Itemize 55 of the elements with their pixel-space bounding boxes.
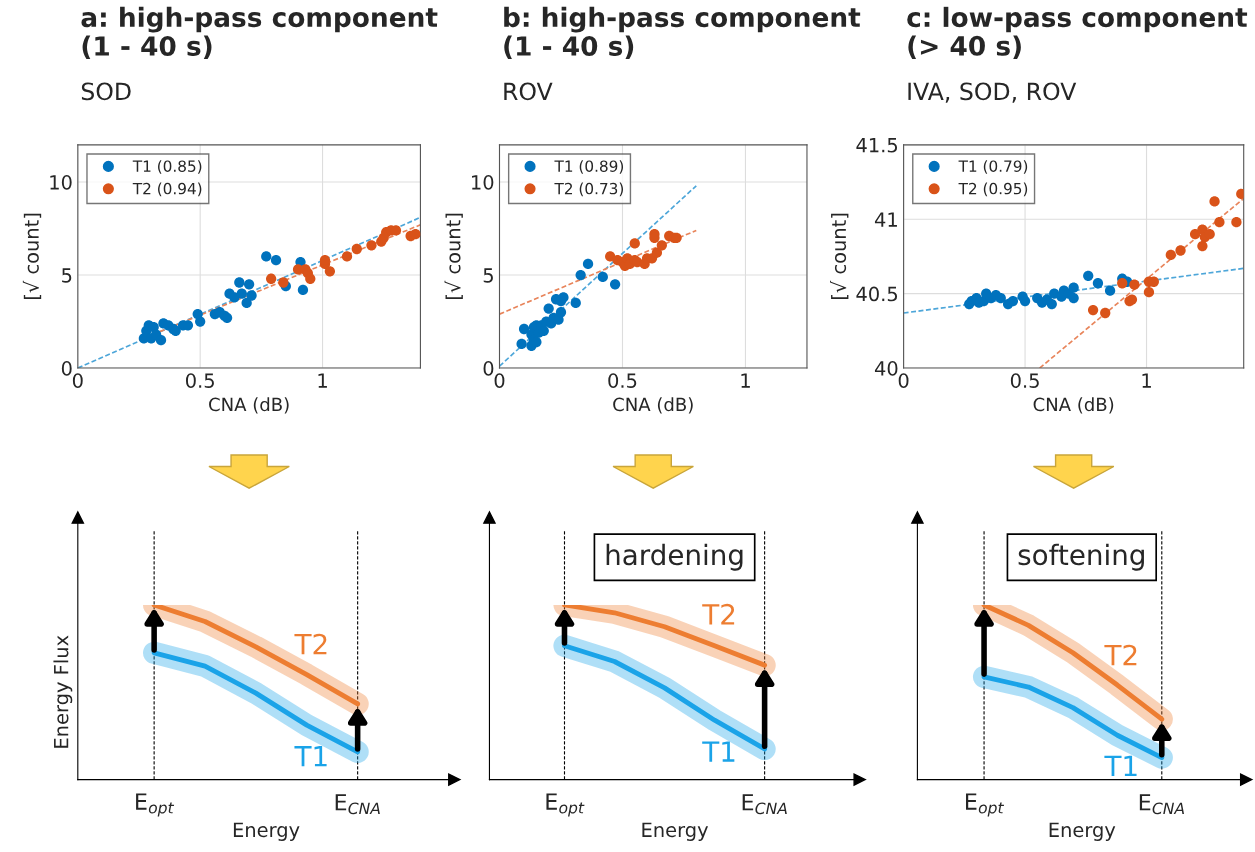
text: hardening: [606, 543, 743, 571]
x-tick-label: 0: [898, 373, 909, 388]
x-tick-label: E$_{CNA}$: [335, 794, 380, 815]
x-tick-label: E$_{opt}$: [966, 793, 1005, 817]
text: softening: [1018, 543, 1144, 571]
legend-label: T1 (0.85): [132, 160, 202, 174]
y-axis-title: [√ count]: [444, 213, 463, 300]
legend-label: T1 (0.79): [958, 160, 1028, 174]
y-tick-label: 5: [62, 268, 72, 283]
series-label: T1: [294, 746, 327, 767]
x-axis-title: Energy: [1049, 822, 1116, 841]
series-label: T1: [702, 741, 735, 762]
x-tick-label: 0.5: [1010, 373, 1039, 388]
x-tick-label: 1: [741, 373, 750, 388]
legend-label: T2 (0.94): [132, 182, 202, 197]
y-tick-label: 10: [472, 175, 494, 190]
y-tick-label: 41: [874, 212, 897, 227]
x-axis-title: CNA (dB): [209, 397, 289, 414]
x-tick-label: E$_{CNA}$: [1139, 794, 1184, 815]
y-tick-label: 5: [483, 268, 493, 283]
y-axis-title: Energy Flux: [53, 635, 73, 748]
x-axis-title: Energy: [233, 822, 300, 841]
x-tick-label: 0: [72, 373, 83, 388]
chart-title: a: high-pass component (1 - 40 s): [81, 6, 438, 60]
y-tick-label: 0: [61, 361, 72, 376]
chart-subtitle: IVA, SOD, ROV: [908, 82, 1077, 103]
x-tick-label: 0.5: [185, 373, 214, 388]
x-tick-label: 1: [1142, 373, 1151, 388]
y-tick-label: 40.5: [856, 286, 898, 302]
chart-title: c: low-pass component (> 40 s): [907, 6, 1248, 59]
legend-label: T2 (0.73): [554, 182, 624, 197]
chart-subtitle: ROV: [504, 82, 553, 101]
x-tick-label: 0.5: [608, 373, 637, 388]
chart-title: b: high-pass component (1 - 40 s): [504, 6, 861, 60]
y-axis-title: [√ count]: [22, 213, 42, 300]
x-tick-label: 0: [494, 373, 505, 388]
chart-subtitle: SOD: [81, 82, 131, 101]
x-axis-title: CNA (dB): [1033, 397, 1114, 414]
x-tick-label: E$_{opt}$: [136, 793, 175, 817]
y-tick-label: 40: [874, 361, 898, 376]
y-tick-label: 41.5: [856, 138, 898, 153]
x-tick-label: E$_{CNA}$: [742, 794, 787, 815]
series-label: T2: [1104, 644, 1137, 666]
series-label: T1: [1104, 755, 1137, 777]
legend-label: T2 (0.95): [958, 182, 1028, 197]
legend-label: T1 (0.89): [554, 160, 624, 174]
x-tick-label: E$_{opt}$: [546, 793, 585, 817]
y-axis-title: [√ count]: [830, 213, 849, 300]
y-tick-label: 10: [50, 175, 72, 190]
series-label: T2: [702, 603, 735, 625]
y-tick-label: 0: [483, 361, 494, 376]
x-axis-title: Energy: [642, 822, 709, 841]
series-label: T2: [294, 633, 327, 655]
x-axis-title: CNA (dB): [613, 397, 693, 414]
x-tick-label: 1: [318, 373, 327, 388]
